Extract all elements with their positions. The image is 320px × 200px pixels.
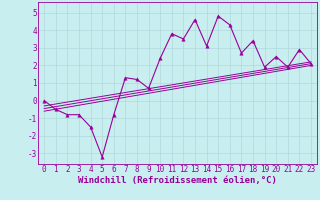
X-axis label: Windchill (Refroidissement éolien,°C): Windchill (Refroidissement éolien,°C) xyxy=(78,176,277,185)
